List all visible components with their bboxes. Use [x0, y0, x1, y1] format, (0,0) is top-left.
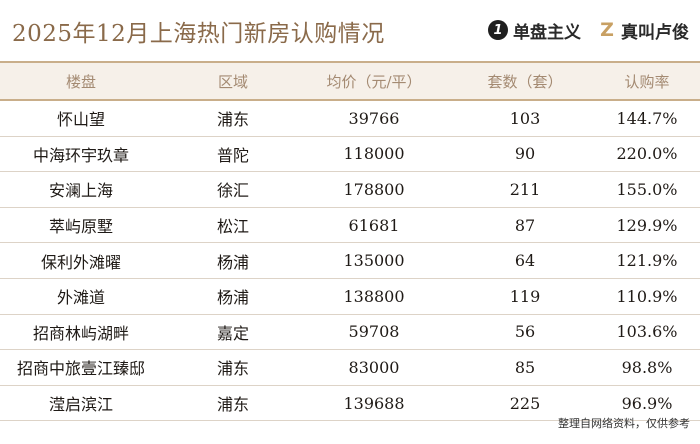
cell-avg-price: 139688 [343, 393, 405, 413]
cell-district: 杨浦 [216, 252, 249, 272]
cell-subscription-rate: 220.0% [616, 144, 678, 164]
cell-avg-price: 59708 [348, 322, 400, 342]
cell-subscription-rate: 129.9% [616, 215, 678, 235]
cell-units: 119 [509, 286, 541, 306]
cell-avg-price: 83000 [348, 357, 400, 377]
data-table: 楼盘 区域 均价（元/平） 套数（套） 认购率 怀山望 浦东 39766 103 144.7% 中… [0, 63, 700, 422]
cell-units: 225 [509, 393, 541, 413]
cell-subscription-rate: 96.9% [621, 393, 673, 413]
danpan-logo-icon: 1 [488, 20, 508, 40]
cell-project: 招商林屿湖畔 [32, 323, 129, 343]
cell-project: 萃屿原墅 [48, 217, 113, 237]
column-header-district: 区域 [217, 72, 248, 91]
table-row: 中海环宇玖章 普陀 118000 90 220.0% [0, 137, 700, 173]
cell-project: 招商中旅壹江臻邸 [16, 359, 145, 379]
cell-avg-price: 138800 [343, 286, 405, 306]
cell-district: 徐汇 [216, 181, 249, 201]
cell-subscription-rate: 155.0% [616, 179, 678, 199]
table-row: 滢启滨江 浦东 139688 225 96.9% [0, 386, 700, 422]
table-row: 外滩道 杨浦 138800 119 110.9% [0, 279, 700, 315]
cell-units: 211 [509, 179, 541, 199]
cell-project: 滢启滨江 [48, 395, 113, 415]
cell-district: 普陀 [216, 145, 249, 165]
cell-units: 85 [514, 357, 536, 377]
cell-district: 浦东 [216, 395, 249, 415]
cell-district: 浦东 [216, 359, 249, 379]
cell-avg-price: 118000 [343, 144, 405, 164]
cell-project: 外滩道 [56, 288, 105, 308]
brand-logo-danpan: 1 单盘主义 [488, 18, 581, 43]
table-header: 楼盘 区域 均价（元/平） 套数（套） 认购率 [0, 63, 700, 101]
table-row: 保利外滩曜 杨浦 135000 64 121.9% [0, 243, 700, 279]
cell-project: 怀山望 [56, 110, 105, 130]
cell-district: 嘉定 [216, 323, 249, 343]
cell-district: 杨浦 [216, 288, 249, 308]
column-header-project: 楼盘 [65, 72, 96, 91]
cell-avg-price: 39766 [348, 108, 400, 128]
table-row: 安澜上海 徐汇 178800 211 155.0% [0, 172, 700, 208]
cell-avg-price: 135000 [343, 251, 405, 271]
cell-subscription-rate: 121.9% [616, 251, 678, 271]
cell-avg-price: 61681 [348, 215, 400, 235]
column-header-avg-price: 均价（元/平） [326, 72, 422, 91]
cell-project: 保利外滩曜 [40, 252, 121, 272]
source-note: 整理自网络资料，仅供参考 [558, 417, 690, 430]
zhenjiao-logo-icon: Z [600, 19, 614, 41]
brand-name-danpan: 单盘主义 [513, 22, 581, 43]
table-row: 招商中旅壹江臻邸 浦东 83000 85 98.8% [0, 350, 700, 386]
cell-units: 103 [509, 108, 541, 128]
table-row: 招商林屿湖畔 嘉定 59708 56 103.6% [0, 315, 700, 351]
top-divider [0, 61, 700, 63]
brand-logo-zhenjiao: Z 真叫卢俊 [598, 18, 689, 43]
cell-subscription-rate: 144.7% [616, 108, 678, 128]
header: 2025年12月上海热门新房认购情况 1 单盘主义 Z 真叫卢俊 [0, 0, 700, 60]
table-row: 怀山望 浦东 39766 103 144.7% [0, 101, 700, 137]
cell-subscription-rate: 103.6% [616, 322, 678, 342]
cell-district: 浦东 [216, 110, 249, 130]
cell-subscription-rate: 98.8% [621, 357, 673, 377]
column-header-units: 套数（套） [487, 72, 563, 91]
cell-units: 64 [514, 251, 536, 271]
cell-avg-price: 178800 [343, 179, 405, 199]
column-header-subscription-rate: 认购率 [624, 72, 670, 91]
cell-subscription-rate: 110.9% [616, 286, 678, 306]
cell-units: 56 [514, 322, 536, 342]
cell-project: 安澜上海 [48, 181, 113, 201]
table-body: 怀山望 浦东 39766 103 144.7% 中海环宇玖章 普陀 118000 90 220.0… [0, 101, 700, 422]
page-title: 2025年12月上海热门新房认购情况 [12, 21, 385, 47]
table-row: 萃屿原墅 松江 61681 87 129.9% [0, 208, 700, 244]
cell-district: 松江 [216, 217, 249, 237]
brand-name-zhenjiao: 真叫卢俊 [621, 22, 689, 43]
cell-project: 中海环宇玖章 [32, 145, 129, 165]
cell-units: 87 [514, 215, 536, 235]
cell-units: 90 [514, 144, 536, 164]
